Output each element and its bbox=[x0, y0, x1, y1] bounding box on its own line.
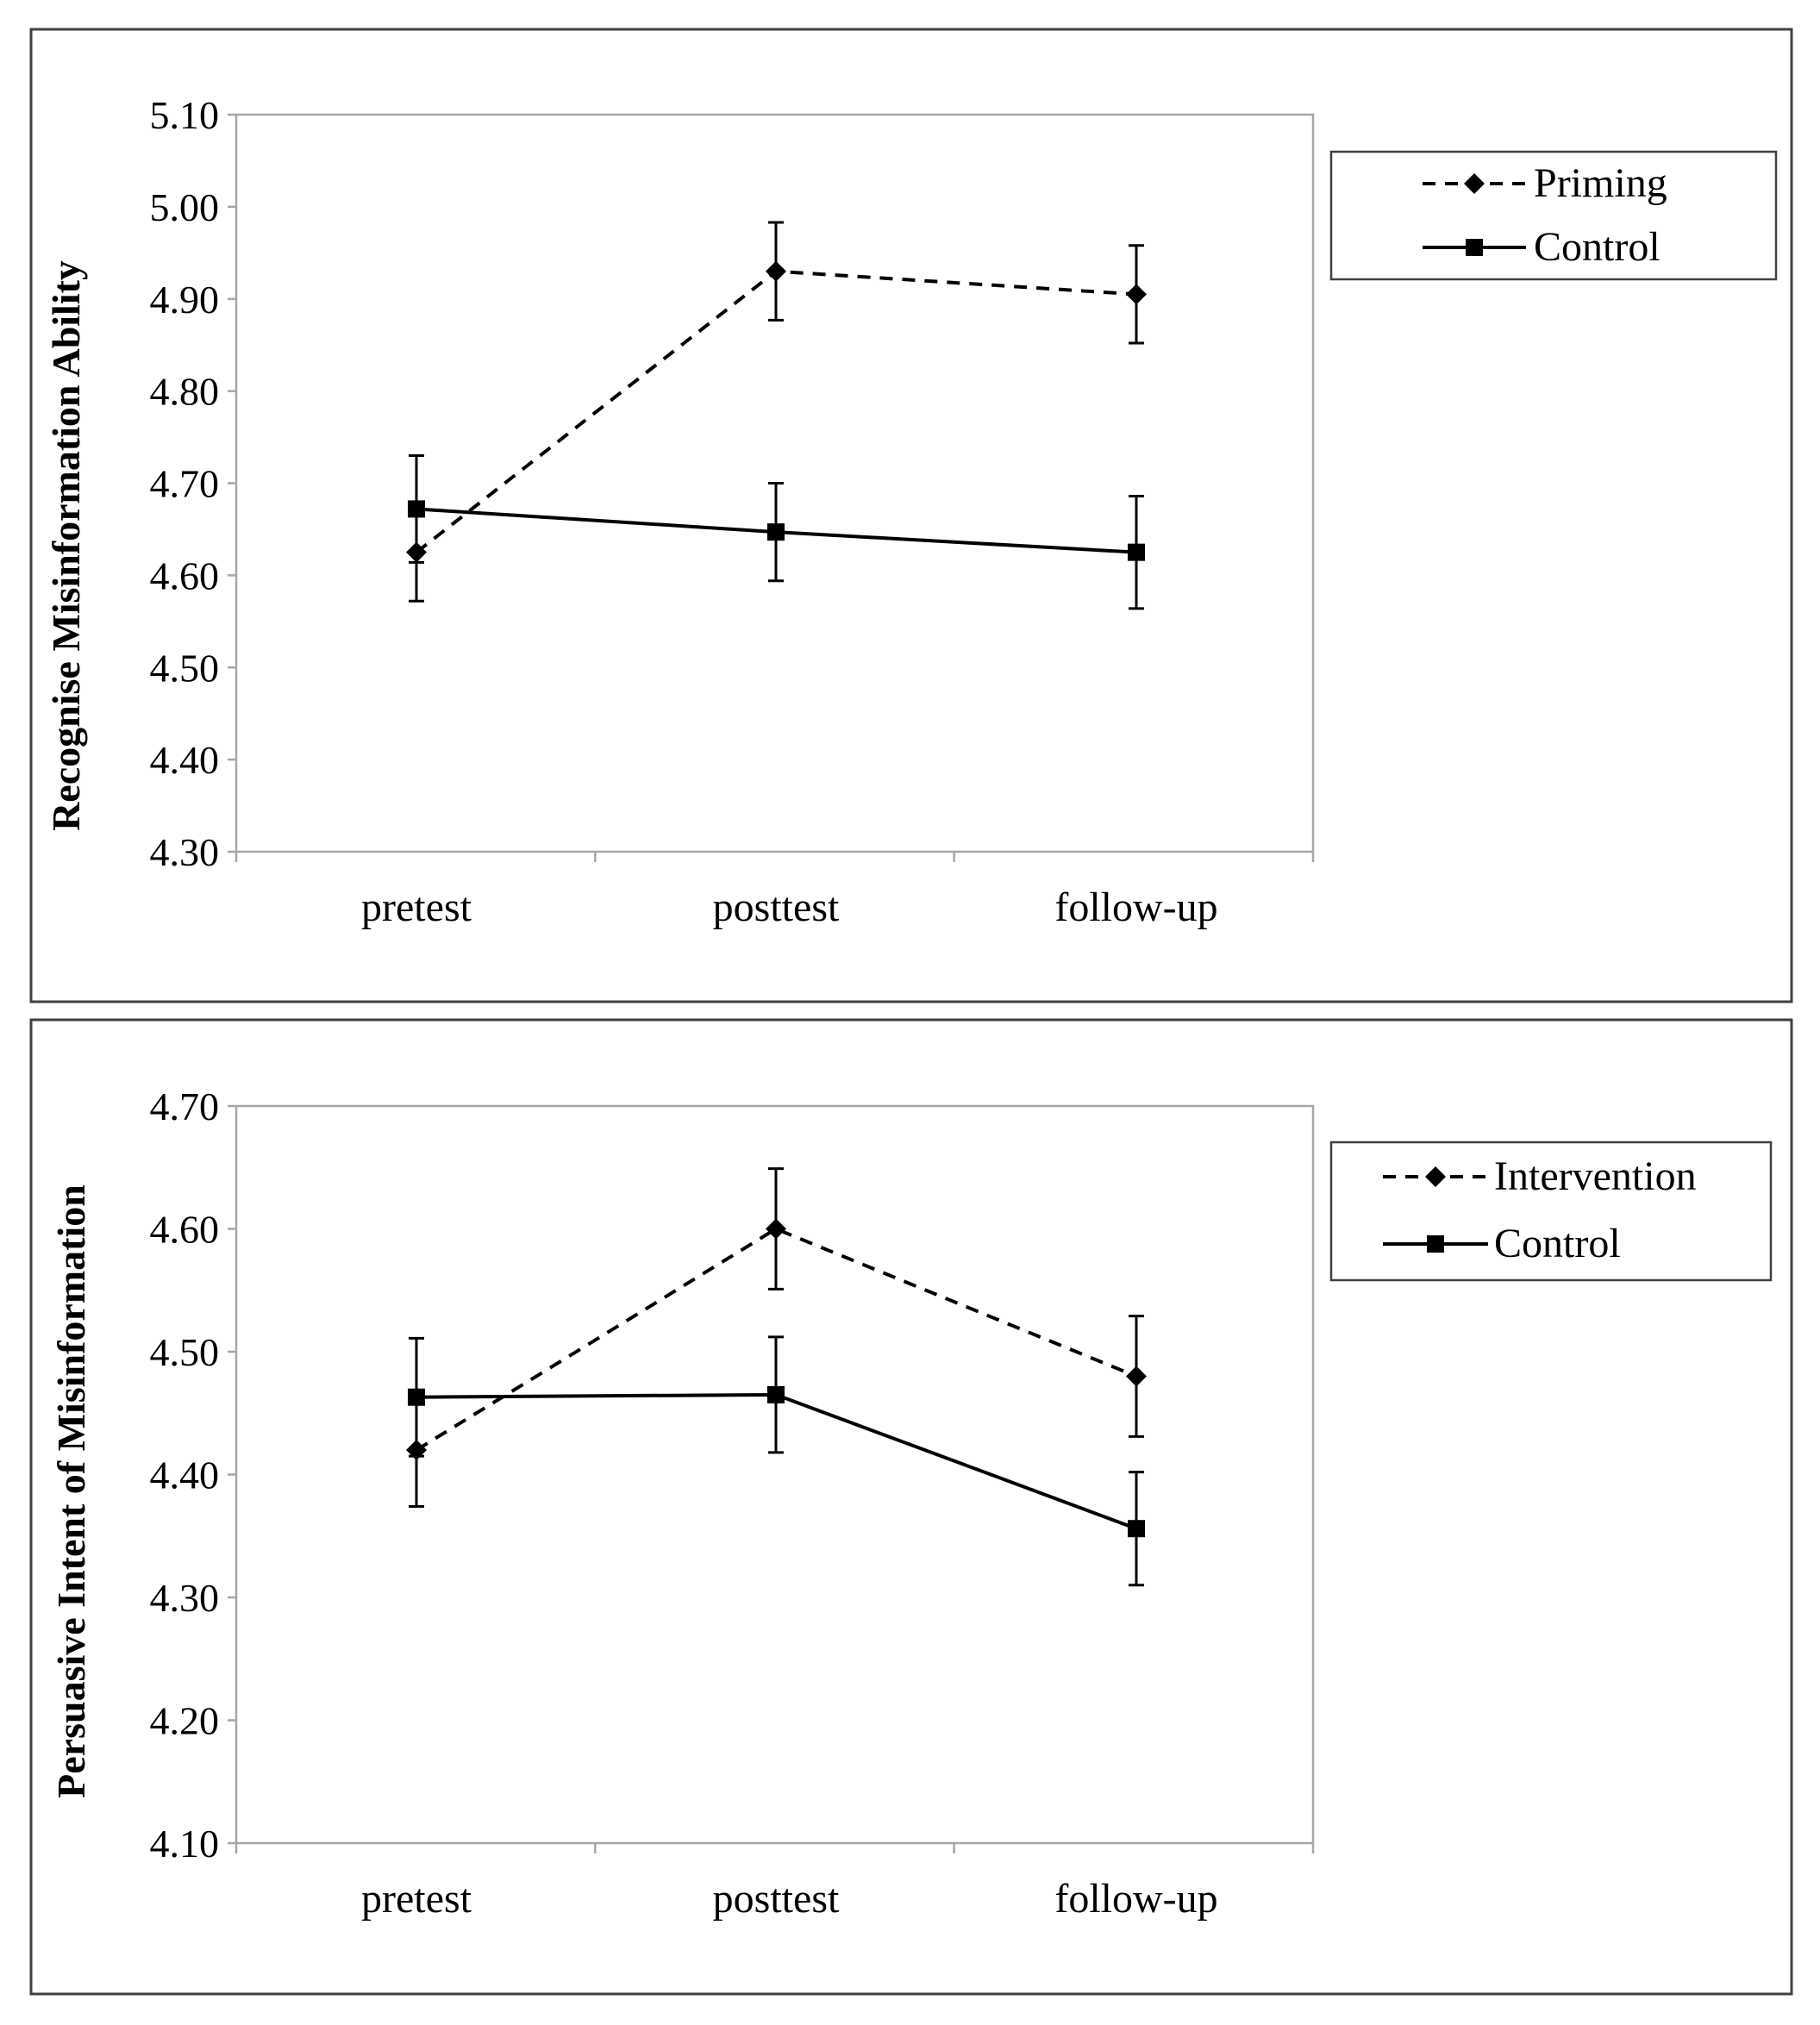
legend: Priming Control bbox=[1329, 150, 1778, 281]
y-tick-label: 4.50 bbox=[150, 646, 220, 690]
legend-label-intervention: Intervention bbox=[1494, 1153, 1697, 1199]
y-tick-label: 4.80 bbox=[150, 370, 220, 414]
data-point-control bbox=[408, 1388, 425, 1406]
legend-box bbox=[1329, 1141, 1773, 1282]
data-point-priming bbox=[766, 260, 786, 282]
legend-label-priming: Priming bbox=[1534, 160, 1667, 206]
panel-persuasive-intent: Persuasive Intent of Misinformation 4.10… bbox=[29, 1018, 1793, 1996]
y-tick-label: 4.40 bbox=[150, 1453, 220, 1497]
legend-marker-square bbox=[1466, 239, 1483, 256]
y-tick-label: 4.30 bbox=[150, 1576, 220, 1620]
legend-item-control: Control bbox=[1423, 224, 1661, 270]
legend-box bbox=[1329, 150, 1778, 281]
y-tick-label: 4.60 bbox=[150, 1208, 220, 1252]
y-tick-label: 4.20 bbox=[150, 1699, 220, 1743]
y-tick-label: 4.70 bbox=[150, 462, 220, 506]
data-point-control bbox=[408, 500, 425, 518]
x-tick-label: pretest bbox=[361, 884, 472, 930]
legend: Intervention Control bbox=[1329, 1141, 1773, 1282]
x-tick-label: posttest bbox=[713, 1876, 840, 1922]
legend-marker-diamond bbox=[1464, 173, 1485, 194]
y-tick-label: 5.00 bbox=[150, 185, 220, 229]
data-point-intervention bbox=[766, 1218, 786, 1240]
y-tick-label: 4.90 bbox=[150, 278, 220, 322]
legend-marker-square bbox=[1427, 1235, 1444, 1253]
legend-label-control: Control bbox=[1534, 224, 1661, 270]
series-line-intervention bbox=[415, 1227, 1137, 1452]
x-tick-label: follow-up bbox=[1054, 884, 1217, 930]
y-axis-label: Persuasive Intent of Misinformation bbox=[49, 1184, 93, 1798]
y-tick-label: 5.10 bbox=[150, 93, 220, 137]
data-point-priming bbox=[1126, 284, 1147, 305]
x-tick-label: follow-up bbox=[1054, 1876, 1217, 1922]
data-point-control bbox=[1128, 1520, 1145, 1538]
x-tick-label: posttest bbox=[713, 884, 840, 930]
data-point-intervention bbox=[1126, 1366, 1147, 1387]
y-tick-label: 4.40 bbox=[150, 738, 220, 782]
y-tick-label: 4.70 bbox=[150, 1084, 220, 1128]
legend-item-control: Control bbox=[1383, 1221, 1621, 1266]
legend-marker-diamond bbox=[1425, 1166, 1446, 1187]
y-tick-label: 4.30 bbox=[150, 830, 220, 874]
data-point-control bbox=[767, 1385, 785, 1403]
legend-item-priming: Priming bbox=[1423, 160, 1667, 206]
y-axis-label: Recognise Misinformation Ability bbox=[44, 260, 88, 831]
y-tick-label: 4.50 bbox=[150, 1330, 220, 1374]
y-tick-label: 4.10 bbox=[150, 1822, 220, 1866]
data-point-control bbox=[767, 523, 785, 541]
y-tick-label: 4.60 bbox=[150, 553, 220, 597]
legend-label-control: Control bbox=[1494, 1221, 1621, 1266]
legend-item-intervention: Intervention bbox=[1383, 1153, 1697, 1199]
panel-recognise-misinformation: Recognise Misinformation Ability 4.30 4.4… bbox=[29, 28, 1793, 1003]
x-tick-label: pretest bbox=[361, 1876, 472, 1922]
data-point-control bbox=[1128, 543, 1145, 561]
